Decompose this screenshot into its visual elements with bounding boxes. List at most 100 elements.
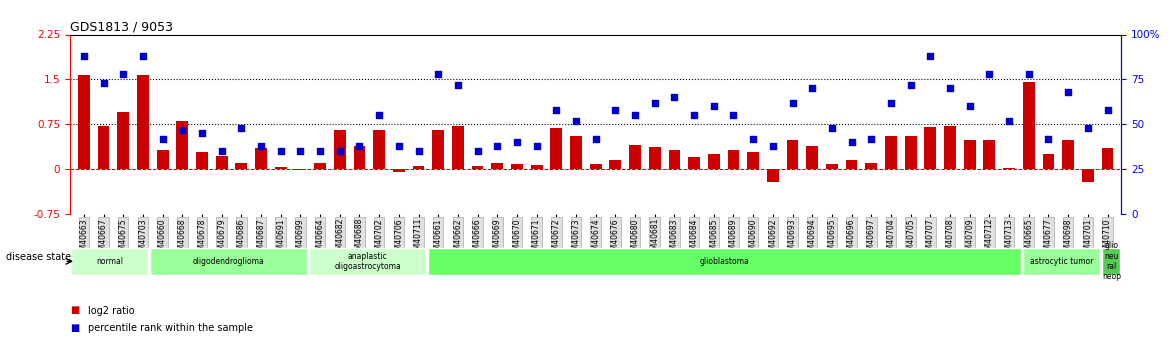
Point xyxy=(1020,71,1038,77)
Point xyxy=(842,139,861,145)
Bar xyxy=(885,136,897,169)
Bar xyxy=(78,75,90,169)
Point xyxy=(1000,118,1018,124)
Point xyxy=(684,112,703,118)
Point xyxy=(1040,136,1058,141)
Bar xyxy=(294,169,306,170)
Point xyxy=(566,118,585,124)
FancyBboxPatch shape xyxy=(151,248,307,275)
Bar xyxy=(649,147,661,169)
Bar xyxy=(137,75,148,169)
Bar xyxy=(392,169,405,172)
Point xyxy=(173,127,192,132)
Bar xyxy=(98,126,110,169)
Point xyxy=(527,143,545,148)
Bar xyxy=(1062,140,1075,169)
Bar xyxy=(512,164,523,169)
Point xyxy=(193,130,211,136)
Bar xyxy=(826,164,837,169)
Text: ■: ■ xyxy=(70,306,79,315)
Point xyxy=(232,125,251,130)
Point xyxy=(1098,107,1117,112)
Bar xyxy=(255,148,267,169)
Bar xyxy=(117,112,130,169)
Text: disease state: disease state xyxy=(6,252,71,262)
Bar xyxy=(924,127,937,169)
FancyBboxPatch shape xyxy=(1023,248,1100,275)
Point xyxy=(665,95,683,100)
Text: log2 ratio: log2 ratio xyxy=(88,306,134,315)
Point xyxy=(449,82,467,88)
Point xyxy=(960,104,979,109)
Point xyxy=(802,86,821,91)
Bar xyxy=(964,140,975,169)
Point xyxy=(409,148,427,154)
Bar xyxy=(236,163,248,169)
Bar xyxy=(354,146,366,169)
Point xyxy=(213,148,231,154)
Point xyxy=(251,143,270,148)
Bar xyxy=(314,163,326,169)
Point xyxy=(940,86,959,91)
Bar xyxy=(865,163,877,169)
FancyBboxPatch shape xyxy=(429,248,1021,275)
FancyBboxPatch shape xyxy=(310,248,426,275)
Bar xyxy=(196,152,208,169)
Point xyxy=(75,53,93,59)
Bar xyxy=(274,167,286,169)
FancyBboxPatch shape xyxy=(1103,248,1120,275)
Bar xyxy=(630,145,641,169)
Point xyxy=(882,100,901,106)
Bar xyxy=(472,166,484,169)
Point xyxy=(646,100,665,106)
Point xyxy=(271,148,290,154)
Text: percentile rank within the sample: percentile rank within the sample xyxy=(88,323,252,333)
Bar xyxy=(590,164,602,169)
Point xyxy=(370,112,389,118)
Point xyxy=(784,100,802,106)
Bar xyxy=(806,146,818,169)
Point xyxy=(586,136,605,141)
Bar xyxy=(1101,148,1113,169)
Point xyxy=(822,125,841,130)
Bar xyxy=(944,126,955,169)
Point xyxy=(153,136,172,141)
Point xyxy=(389,143,408,148)
Bar xyxy=(688,157,700,169)
Point xyxy=(704,104,723,109)
Bar xyxy=(1003,168,1015,169)
Point xyxy=(291,148,310,154)
Point xyxy=(350,143,369,148)
Point xyxy=(133,53,152,59)
Bar xyxy=(846,160,857,169)
Text: glio
neu
ral
neop: glio neu ral neop xyxy=(1101,241,1121,282)
Point xyxy=(429,71,447,77)
Point xyxy=(744,136,763,141)
Text: astrocytic tumor: astrocytic tumor xyxy=(1030,257,1093,266)
Bar xyxy=(157,150,168,169)
Bar xyxy=(216,156,228,169)
Bar xyxy=(550,128,562,169)
Text: anaplastic
oligoastrocytoma: anaplastic oligoastrocytoma xyxy=(334,252,401,271)
Text: ■: ■ xyxy=(70,323,79,333)
Bar xyxy=(668,150,680,169)
Point xyxy=(922,53,940,59)
Bar xyxy=(176,121,188,169)
Text: glioblastoma: glioblastoma xyxy=(700,257,750,266)
Bar xyxy=(432,130,444,169)
Point xyxy=(331,148,349,154)
Bar xyxy=(786,140,799,169)
Text: GDS1813 / 9053: GDS1813 / 9053 xyxy=(70,20,173,33)
Point xyxy=(488,143,507,148)
Point xyxy=(626,112,645,118)
Bar xyxy=(1043,154,1055,169)
Point xyxy=(508,139,527,145)
Bar xyxy=(374,130,385,169)
Bar xyxy=(1023,82,1035,169)
Point xyxy=(311,148,329,154)
Bar xyxy=(905,136,917,169)
Bar xyxy=(708,154,719,169)
Point xyxy=(95,80,113,86)
Point xyxy=(862,136,881,141)
Text: oligodendroglioma: oligodendroglioma xyxy=(193,257,265,266)
